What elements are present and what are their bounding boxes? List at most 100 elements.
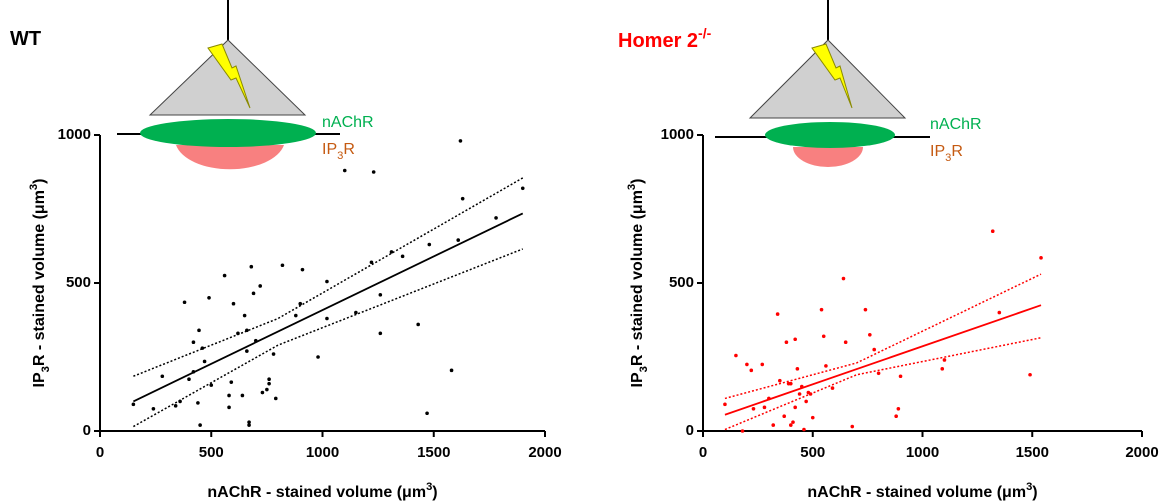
x-tick-label: 2000	[528, 444, 561, 461]
point	[997, 310, 1002, 315]
diagram-label: nAChR	[930, 116, 982, 133]
chart-title: Homer 2-/-	[618, 25, 712, 53]
x-tick-label: 0	[96, 444, 104, 461]
point	[872, 347, 877, 352]
point	[251, 291, 256, 296]
text-part: )	[31, 179, 48, 184]
point	[868, 333, 872, 337]
point	[782, 414, 787, 419]
x-tick-label: 1000	[306, 444, 339, 461]
point	[734, 353, 738, 358]
point	[316, 355, 320, 359]
point	[784, 340, 789, 345]
confidence-band	[724, 337, 1042, 431]
point	[227, 393, 231, 398]
point	[793, 405, 797, 410]
point	[762, 405, 767, 410]
text-part: IP	[629, 372, 646, 387]
text-part: IP	[31, 372, 48, 387]
point	[824, 364, 828, 368]
text-part: 3	[426, 481, 432, 493]
text-part: 3	[337, 150, 343, 162]
point	[202, 359, 207, 364]
point	[894, 414, 898, 419]
text-part: R - stained volume (	[31, 213, 48, 366]
x-tick-label: 500	[800, 444, 825, 461]
point	[449, 368, 454, 373]
point	[209, 383, 214, 387]
point	[196, 401, 200, 405]
text-part: 3	[28, 184, 40, 190]
point	[280, 263, 285, 268]
point	[723, 402, 727, 407]
point	[131, 402, 136, 407]
text-part: 3	[945, 152, 951, 164]
diagram-label: IP3R	[930, 143, 963, 164]
point	[378, 293, 383, 297]
point	[229, 380, 234, 384]
text-part: )	[629, 179, 646, 184]
point	[821, 334, 826, 339]
point	[245, 328, 249, 333]
y-tick-label: 500	[669, 274, 694, 291]
point	[300, 267, 305, 272]
text-part: μm	[629, 190, 646, 214]
point	[1039, 256, 1043, 260]
point	[425, 411, 429, 416]
y-axis-label: IP3R - stained volume (μm3)	[626, 179, 650, 388]
regression-line	[132, 212, 524, 403]
point	[325, 279, 329, 284]
point	[197, 328, 201, 333]
text-part: 3	[638, 366, 650, 372]
point	[745, 362, 749, 367]
point	[242, 313, 247, 318]
text-part: μm	[402, 484, 426, 501]
text-part: WT	[10, 28, 41, 50]
y-tick-label: 500	[66, 274, 91, 291]
y-tick-label: 0	[686, 422, 694, 439]
point	[898, 374, 903, 379]
point	[200, 346, 205, 350]
point	[267, 381, 271, 386]
point	[222, 273, 227, 278]
point	[896, 407, 901, 411]
text-part: nAChR - stained volume (	[807, 484, 1002, 501]
point	[940, 367, 945, 371]
y-tick-label: 1000	[58, 126, 91, 143]
point	[265, 387, 269, 392]
point	[520, 186, 525, 191]
point	[178, 399, 182, 404]
point	[793, 337, 797, 342]
x-tick-label: 0	[699, 444, 707, 461]
chart: 0 500 1000 1500 2000 0 500 1000 nAChR - stained …	[10, 28, 562, 501]
point	[371, 170, 376, 174]
point	[182, 300, 187, 305]
point	[416, 322, 420, 327]
point	[808, 392, 813, 396]
point	[427, 242, 432, 247]
point	[267, 377, 271, 382]
point	[460, 196, 465, 201]
point	[253, 338, 258, 343]
point	[191, 370, 196, 374]
text-part: 3	[626, 184, 638, 190]
confidence-band	[133, 248, 524, 428]
diagram-label: nAChR	[322, 114, 374, 131]
point	[494, 216, 498, 220]
point	[342, 168, 347, 173]
point	[791, 420, 795, 424]
point	[151, 407, 156, 411]
point	[160, 374, 165, 379]
point	[830, 386, 835, 390]
point	[942, 358, 947, 362]
text-part: 3	[1026, 481, 1032, 493]
point	[778, 378, 782, 383]
point	[354, 310, 358, 315]
point	[749, 368, 754, 373]
point	[207, 296, 211, 300]
point	[850, 424, 855, 429]
point	[389, 250, 394, 254]
point	[325, 316, 329, 321]
text-part: 3	[40, 366, 52, 372]
